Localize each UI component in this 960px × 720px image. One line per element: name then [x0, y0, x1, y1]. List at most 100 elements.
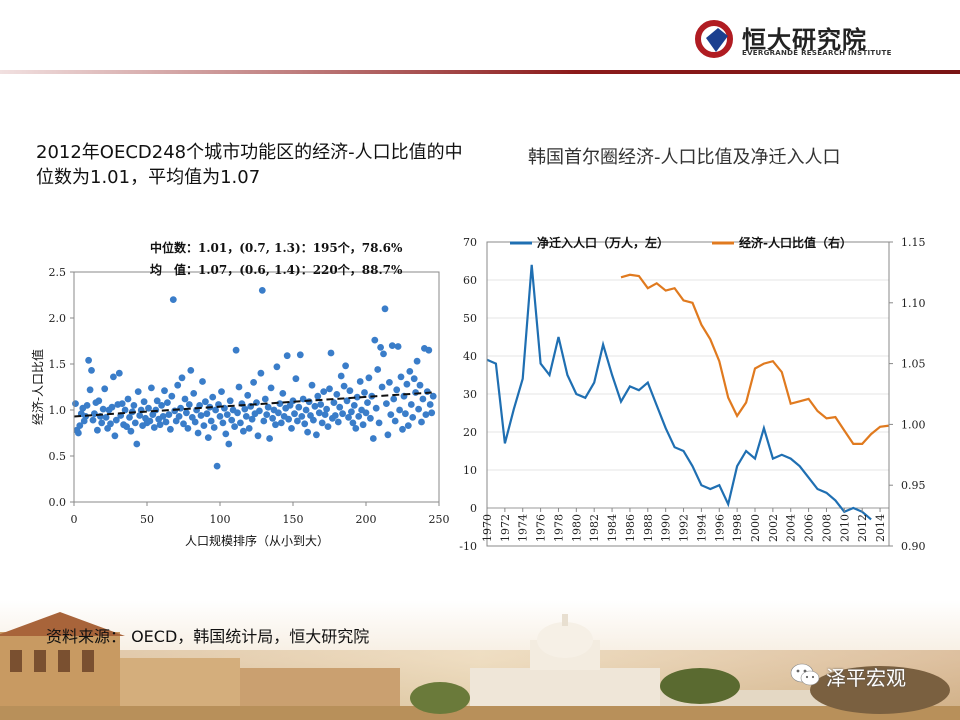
scatter-point — [304, 428, 311, 436]
scatter-point — [423, 388, 431, 395]
scatter-point — [394, 343, 402, 350]
scatter-point — [190, 390, 198, 397]
scatter-point — [315, 409, 323, 417]
scatter-point — [168, 392, 176, 400]
right-y-tick-label: 0.90 — [901, 540, 926, 553]
scatter-point — [285, 415, 292, 423]
scatter-point — [225, 440, 233, 448]
scatter-point — [174, 381, 182, 389]
scatter-point — [199, 378, 206, 385]
trend-line — [73, 391, 432, 418]
scatter-point — [302, 406, 310, 414]
source-note: 资料来源： OECD，韩国统计局，恒大研究院 — [46, 627, 370, 646]
right-y-tick-label: 0.95 — [901, 479, 926, 492]
scatter-point — [333, 391, 341, 398]
scatter-point — [397, 373, 405, 381]
scatter-point — [134, 388, 142, 395]
left-y-tick-label: 20 — [463, 426, 477, 439]
scatter-point — [272, 421, 279, 429]
x-tick-label: 1970 — [481, 514, 494, 542]
scatter-point — [102, 414, 110, 421]
scatter-point — [311, 402, 319, 410]
scatter-point — [101, 385, 109, 393]
left-y-tick-label: -10 — [459, 540, 477, 553]
scatter-point — [187, 367, 195, 374]
scatter-point — [346, 387, 354, 395]
scatter-point — [410, 375, 418, 383]
scatter-point — [422, 411, 430, 418]
scatter-point — [273, 363, 281, 371]
scatter-x-tick-label: 200 — [356, 513, 377, 526]
scatter-point — [364, 399, 371, 406]
series-line-ratio — [620, 273, 890, 445]
scatter-point — [86, 386, 94, 394]
scatter-point — [266, 435, 273, 442]
x-tick-label: 1998 — [731, 514, 744, 542]
scatter-point — [377, 344, 384, 351]
scatter-point — [200, 422, 208, 429]
left-chart-title: 2012年OECD248个城市功能区的经济-人口比值的中位数为1.01，平均值为… — [36, 142, 463, 188]
scatter-point — [91, 410, 98, 418]
scatter-point — [256, 407, 263, 415]
scatter-point — [140, 398, 148, 406]
x-tick-label: 2006 — [803, 514, 816, 542]
scatter-point — [419, 395, 427, 403]
scatter-point — [428, 409, 436, 417]
scatter-point — [153, 397, 161, 405]
x-tick-label: 1990 — [660, 514, 673, 542]
scatter-point — [216, 413, 224, 420]
scatter-point — [294, 417, 301, 425]
scatter-point — [336, 403, 344, 411]
scatter-point — [327, 349, 335, 357]
scatter-point — [223, 411, 231, 418]
scatter-point — [112, 416, 120, 424]
scatter-point — [301, 420, 309, 428]
scatter-y-tick-label: 0.0 — [49, 496, 67, 509]
scatter-point — [257, 369, 265, 377]
scatter-point — [169, 296, 177, 303]
scatter-point — [226, 397, 234, 405]
scatter-y-tick-label: 0.5 — [49, 450, 67, 463]
scatter-point — [359, 421, 367, 429]
scatter-point — [75, 429, 82, 437]
scatter-point — [415, 405, 422, 413]
scatter-point — [150, 424, 158, 431]
header-divider — [0, 70, 960, 74]
scatter-point — [390, 395, 398, 403]
scatter-point — [234, 409, 241, 417]
scatter-x-axis-label: 人口规模排序（从小到大） — [185, 533, 329, 548]
left-y-tick-label: 50 — [463, 312, 477, 325]
scatter-point — [402, 410, 409, 418]
scatter-point — [158, 402, 166, 409]
scatter-point — [118, 400, 126, 407]
scatter-point — [375, 419, 383, 427]
scatter-point — [242, 413, 250, 420]
scatter-point — [361, 389, 368, 396]
scatter-point — [369, 435, 377, 442]
scatter-point — [365, 374, 373, 382]
scatter-point — [407, 401, 415, 408]
legend-label-ratio: 经济-人口比值（右） — [739, 235, 852, 250]
scatter-y-axis-label: 经济-人口比值 — [30, 349, 45, 425]
scatter-plot-frame — [73, 271, 440, 503]
scatter-point — [212, 406, 220, 414]
scatter-point — [254, 432, 262, 440]
scatter-point — [175, 413, 183, 420]
scatter-x-tick-label: 150 — [283, 513, 304, 526]
scatter-point — [261, 395, 269, 403]
x-tick-label: 2004 — [785, 514, 798, 542]
scatter-point — [183, 409, 190, 417]
scatter-point — [310, 416, 317, 424]
scatter-point — [263, 411, 271, 418]
line-plot-frame — [486, 241, 890, 547]
wechat-icon — [790, 663, 820, 686]
left-y-tick-label: 10 — [463, 464, 477, 477]
scatter-point — [292, 375, 300, 383]
scatter-point — [418, 418, 425, 426]
scatter-point — [237, 419, 244, 427]
scatter-y-tick-label: 1.5 — [49, 358, 67, 371]
scatter-point — [291, 410, 298, 418]
scatter-point — [145, 404, 152, 412]
scatter-point — [318, 419, 326, 427]
scatter-y-tick-label: 2.0 — [49, 312, 67, 325]
